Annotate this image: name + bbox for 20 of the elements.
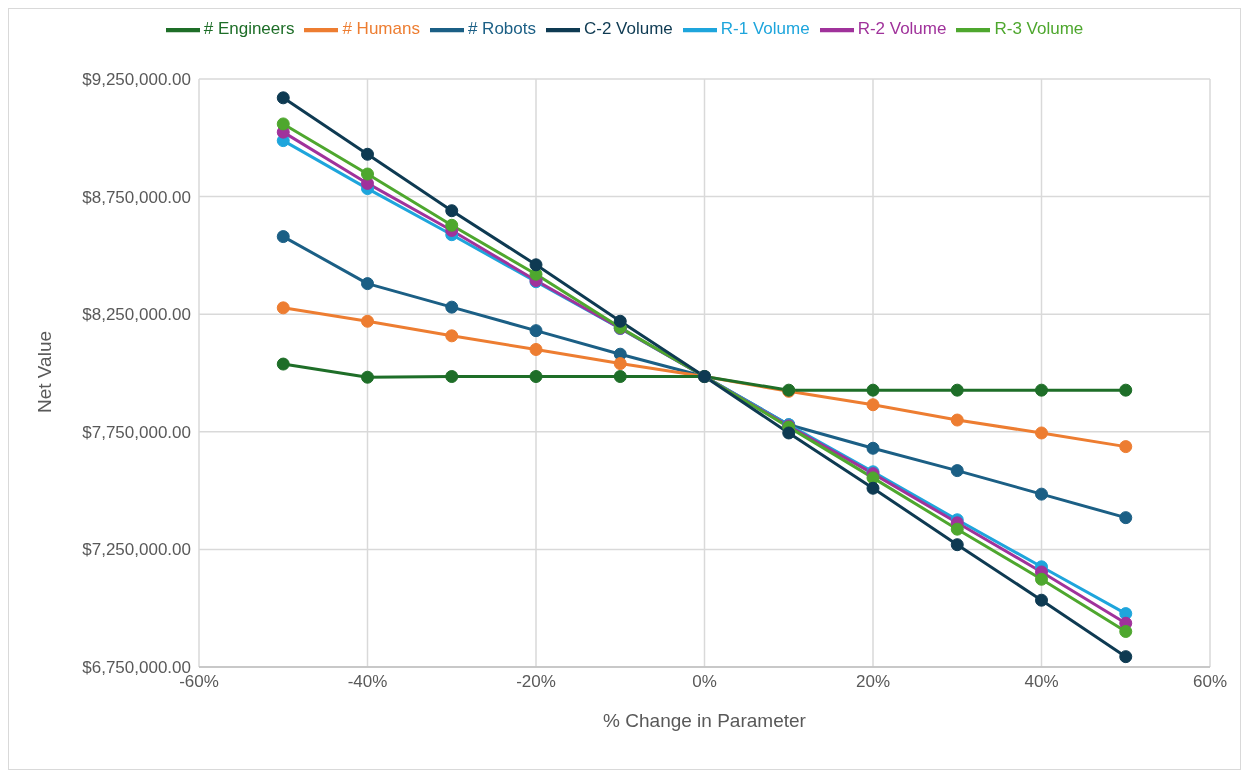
x-tick-label: 20% — [855, 672, 891, 692]
x-tick-label: -20% — [516, 672, 556, 692]
legend-label: # Engineers — [203, 19, 295, 39]
legend-label: C-2 Volume — [583, 19, 673, 39]
legend-label: # Robots — [467, 19, 536, 39]
x-axis-title: % Change in Parameter — [603, 710, 807, 731]
x-tick-label: 60% — [1192, 672, 1228, 692]
y-axis-title: Net Value — [33, 330, 55, 413]
x-tick-label: 40% — [1024, 672, 1059, 692]
y-tick-label: $8,750,000.00 — [82, 187, 191, 207]
y-tick-label: $9,250,000.00 — [82, 70, 191, 90]
x-tick-label: -40% — [347, 672, 388, 692]
legend-label: R-2 Volume — [857, 19, 947, 39]
legend-label: R-1 Volume — [720, 19, 810, 39]
legend-label: # Humans — [342, 19, 420, 39]
x-tick-label: 0% — [692, 672, 717, 692]
y-tick-label: $7,250,000.00 — [82, 540, 191, 560]
y-tick-label: $8,250,000.00 — [82, 305, 191, 325]
legend-label: R-3 Volume — [994, 19, 1084, 39]
y-tick-label: $7,750,000.00 — [82, 422, 191, 442]
